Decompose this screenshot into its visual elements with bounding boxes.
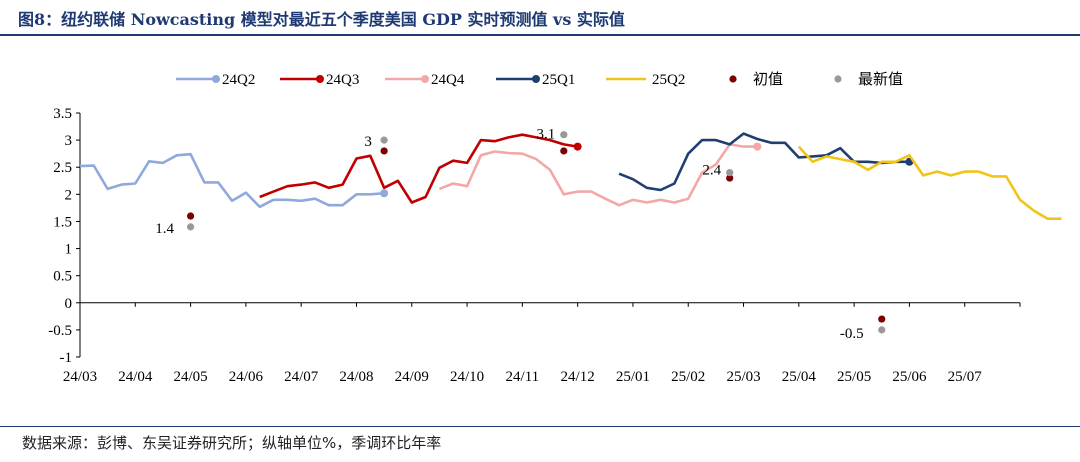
x-tick-label: 24/06: [229, 369, 264, 385]
initial-point: [878, 315, 886, 323]
source-note: 数据来源：彭博、东吴证券研究所；纵轴单位%，季调环比年率: [22, 434, 442, 452]
x-tick-label: 24/05: [174, 369, 208, 385]
x-tick-label: 24/09: [395, 369, 429, 385]
data-label: 3: [364, 134, 372, 150]
x-tick-label: 24/11: [506, 369, 540, 385]
x-tick-label: 24/07: [284, 369, 319, 385]
series-line-25Q2: [797, 145, 1062, 220]
series-line-25Q1: [618, 132, 910, 192]
y-tick-label: 3.5: [53, 106, 72, 122]
legend-label: 25Q2: [652, 72, 685, 88]
series-end-marker-24Q4: [753, 142, 762, 151]
y-tick-label: 0: [65, 296, 73, 312]
initial-point: [186, 212, 195, 220]
data-label: -0.5: [840, 326, 864, 342]
title-bar: 图8：纽约联储 Nowcasting 模型对最近五个季度美国 GDP 实时预测值…: [0, 0, 1080, 34]
series-end-marker-24Q2: [380, 189, 389, 198]
initial-point: [560, 147, 568, 155]
y-tick-label: 2.5: [53, 160, 72, 176]
latest-point: [186, 223, 195, 231]
x-tick-label: 24/04: [118, 369, 153, 385]
y-tick-label: -1: [60, 350, 73, 366]
x-tick-label: 24/12: [561, 369, 595, 385]
legend-marker: [212, 75, 220, 83]
legend-label: 初值: [753, 70, 783, 88]
initial-point: [380, 147, 388, 155]
x-tick-label: 25/06: [892, 369, 927, 385]
x-tick-label: 25/04: [782, 369, 817, 385]
legend-marker: [834, 75, 842, 83]
data-label: 1.4: [155, 221, 174, 237]
legend-marker: [421, 75, 429, 83]
legend-label: 24Q2: [222, 72, 255, 88]
y-tick-label: 1: [65, 242, 73, 258]
data-label: 3.1: [536, 127, 555, 143]
x-tick-label: 25/05: [837, 369, 871, 385]
y-tick-label: 1.5: [53, 214, 72, 230]
latest-point: [560, 131, 568, 139]
series-line-24Q4: [438, 143, 758, 207]
x-tick-label: 25/07: [948, 369, 983, 385]
latest-point: [726, 169, 734, 177]
legend-marker: [316, 75, 324, 83]
y-tick-label: 0.5: [53, 269, 72, 285]
legend-label: 24Q3: [326, 72, 359, 88]
x-tick-label: 24/08: [339, 369, 373, 385]
y-tick-label: 2: [65, 187, 73, 203]
data-label: 2.4: [702, 163, 721, 179]
legend-marker: [729, 75, 737, 83]
latest-point: [878, 326, 886, 334]
legend-label: 25Q1: [542, 72, 575, 88]
series-line-24Q2: [79, 152, 385, 209]
legend-label: 最新值: [858, 70, 903, 88]
x-tick-label: 24/03: [63, 369, 97, 385]
legend-label: 24Q4: [431, 72, 465, 88]
latest-point: [380, 136, 388, 144]
y-tick-label: -0.5: [48, 323, 72, 339]
footer-rule: [0, 426, 1080, 427]
x-tick-label: 25/01: [616, 369, 650, 385]
title-rule: [0, 34, 1080, 36]
x-tick-label: 25/03: [726, 369, 760, 385]
chart: 3.5 3 2.5 2 1.5 1 0.5 0 -0.5 -1 24/03 24/04 24/05 24/…: [48, 70, 1062, 385]
y-tick-label: 3: [65, 133, 73, 149]
chart-title: 图8：纽约联储 Nowcasting 模型对最近五个季度美国 GDP 实时预测值…: [18, 10, 625, 29]
initial-point: [726, 174, 734, 182]
series-line-24Q3: [259, 133, 578, 204]
legend-marker: [532, 75, 540, 83]
x-tick-label: 24/10: [450, 369, 484, 385]
x-tick-label: 25/02: [671, 369, 705, 385]
series-end-marker-24Q3: [573, 142, 582, 151]
